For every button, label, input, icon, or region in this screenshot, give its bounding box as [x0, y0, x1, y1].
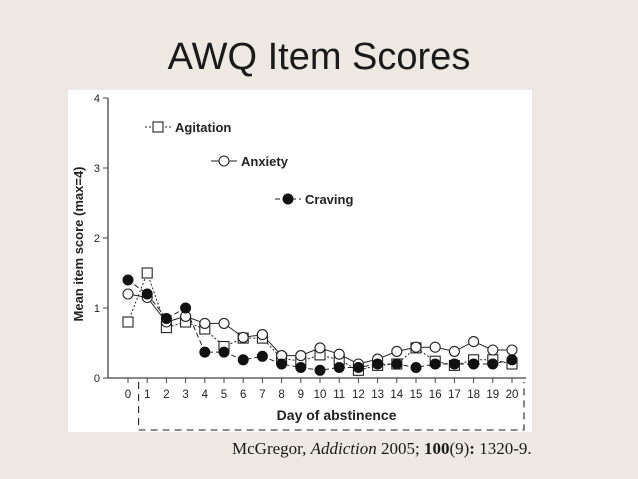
x-tick-label: 4 — [202, 389, 209, 401]
legend-marker-agitation — [152, 121, 164, 133]
abstinence-bracket — [138, 382, 525, 431]
x-tick-label: 9 — [298, 389, 304, 401]
point-anxiety — [448, 345, 460, 357]
x-tick-label: 6 — [240, 389, 246, 401]
citation-colon: : — [469, 439, 480, 458]
point-anxiety — [468, 336, 480, 348]
point-craving — [160, 313, 172, 324]
point-anxiety — [218, 317, 230, 329]
point-anxiety — [391, 345, 403, 357]
point-craving — [237, 354, 249, 366]
y-tick-label: 2 — [94, 233, 100, 245]
point-anxiety — [333, 348, 345, 360]
legend-label-anxiety: Anxiety — [241, 154, 289, 169]
x-tick-label: 16 — [429, 389, 442, 401]
citation: McGregor, Addiction 2005; 100(9): 1320-9… — [232, 439, 532, 459]
legend-label-agitation: Agitation — [175, 120, 231, 135]
point-craving — [468, 358, 480, 370]
point-craving — [218, 346, 230, 358]
x-tick-label: 10 — [314, 389, 327, 401]
legend-marker-anxiety — [218, 155, 230, 167]
citation-year: 2005; — [376, 439, 424, 458]
x-tick-label: 12 — [352, 389, 365, 401]
point-anxiety — [487, 344, 499, 356]
y-tick-label: 4 — [94, 93, 100, 105]
point-craving — [256, 350, 268, 362]
y-tick-label: 1 — [94, 303, 100, 315]
point-craving — [276, 358, 288, 370]
x-tick-label: 19 — [486, 389, 499, 401]
point-craving — [122, 274, 134, 286]
point-craving — [352, 362, 364, 373]
x-tick-label: 5 — [221, 389, 227, 401]
point-anxiety — [429, 341, 441, 353]
citation-pages: 1320-9. — [479, 439, 532, 458]
point-craving — [429, 358, 441, 370]
y-tick-label: 3 — [94, 163, 100, 175]
legend-marker-craving — [282, 193, 294, 205]
x-tick-label: 13 — [371, 389, 384, 401]
point-anxiety — [122, 288, 134, 300]
x-tick-label: 14 — [390, 389, 403, 401]
citation-journal: Addiction — [310, 439, 377, 458]
x-tick-label: 1 — [144, 389, 150, 401]
y-axis-label: Mean item score (max=4) — [71, 167, 86, 322]
point-craving — [506, 354, 518, 366]
slide-title: AWQ Item Scores — [167, 36, 471, 78]
citation-volume: 100 — [423, 439, 450, 458]
legend-label-craving: Craving — [305, 192, 353, 207]
point-agitation — [122, 316, 134, 328]
point-craving — [199, 346, 211, 358]
x-tick-label: 20 — [506, 389, 519, 401]
point-anxiety — [506, 344, 518, 356]
point-craving — [391, 358, 403, 370]
point-craving — [487, 358, 499, 370]
point-anxiety — [199, 317, 211, 329]
point-anxiety — [410, 341, 422, 353]
point-agitation — [141, 267, 153, 279]
point-craving — [410, 362, 422, 373]
x-tick-label: 11 — [333, 389, 345, 401]
point-craving — [180, 302, 192, 314]
citation-issue: (9) — [449, 439, 470, 458]
x-tick-label: 0 — [125, 389, 131, 401]
x-tick-label: 3 — [182, 389, 188, 401]
point-craving — [372, 358, 384, 370]
point-anxiety — [237, 331, 249, 343]
x-tick-label: 2 — [163, 389, 169, 401]
point-craving — [295, 362, 307, 373]
x-axis-label: Day of abstinence — [277, 407, 397, 423]
x-tick-label: 18 — [467, 389, 480, 401]
x-tick-label: 7 — [259, 389, 265, 401]
x-tick-label: 17 — [448, 389, 461, 401]
point-anxiety — [256, 329, 268, 341]
y-tick-label: 0 — [94, 373, 100, 385]
point-anxiety — [295, 350, 307, 362]
citation-author: McGregor, — [232, 439, 311, 458]
chart-figure: 0 1 2 3 4 0 1 2 3 4 5 6 7 8 9 10 11 12 13 14 15 16 17 18 19 20 Day… — [68, 90, 532, 432]
point-craving — [314, 364, 326, 376]
x-tick-label: 8 — [278, 389, 284, 401]
point-anxiety — [314, 342, 326, 354]
point-craving — [448, 358, 460, 370]
x-tick-label: 15 — [410, 389, 423, 401]
point-craving — [141, 288, 153, 300]
point-craving — [333, 362, 345, 373]
